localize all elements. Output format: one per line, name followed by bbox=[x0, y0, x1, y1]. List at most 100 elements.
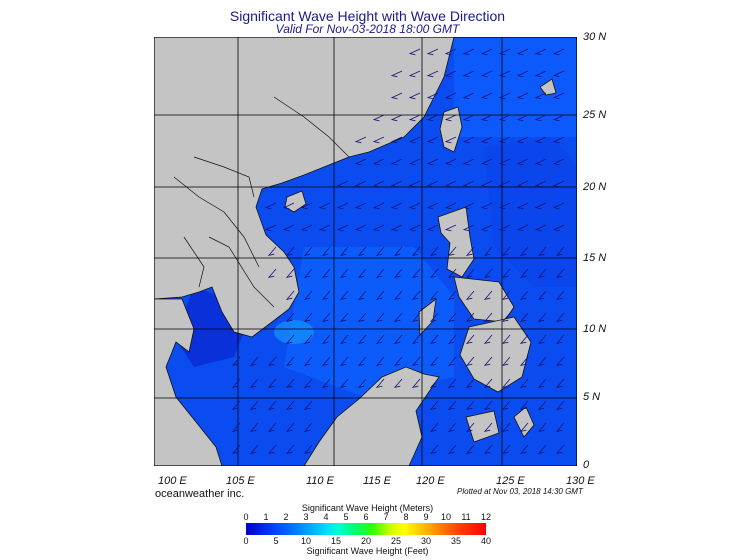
wave-arrow bbox=[354, 180, 367, 188]
plotted-timestamp: Plotted at Nov 03, 2018 14:30 GMT bbox=[457, 487, 583, 496]
wave-arrow bbox=[555, 334, 565, 345]
meters-tick: 8 bbox=[403, 512, 409, 522]
wave-arrow bbox=[285, 334, 295, 345]
wave-arrow bbox=[231, 422, 241, 433]
wave-arrow bbox=[483, 356, 493, 367]
wave-arrow bbox=[537, 422, 547, 433]
lat-label-15n: 15 N bbox=[583, 252, 607, 264]
graticule bbox=[154, 37, 577, 466]
meters-tick: 7 bbox=[383, 512, 389, 522]
lat-label-10n: 10 N bbox=[583, 323, 607, 335]
wave-arrow bbox=[444, 70, 457, 78]
wave-arrow bbox=[336, 224, 349, 232]
wave-arrow bbox=[429, 246, 439, 257]
wave-arrow bbox=[408, 158, 421, 166]
wave-arrow bbox=[462, 70, 475, 78]
wave-arrow bbox=[357, 290, 367, 301]
land-asia-mainland bbox=[154, 37, 455, 338]
wave-arrow bbox=[267, 444, 277, 455]
wave-arrow bbox=[465, 356, 475, 367]
lon-label-110e: 110 E bbox=[306, 475, 334, 487]
feet-tick: 30 bbox=[420, 536, 432, 546]
wave-arrow bbox=[426, 136, 439, 144]
wave-arrow bbox=[480, 224, 493, 232]
wave-arrow bbox=[516, 92, 529, 100]
wave-arrow bbox=[465, 422, 475, 433]
meters-tick: 0 bbox=[243, 512, 249, 522]
lon-label-115e: 115 E bbox=[363, 475, 391, 487]
wave-arrow bbox=[264, 224, 277, 232]
wave-arrow bbox=[285, 444, 295, 455]
wave-direction-arrows bbox=[231, 48, 565, 455]
wave-arrow bbox=[444, 180, 457, 188]
wave-arrow bbox=[249, 400, 259, 411]
wave-arrow bbox=[249, 378, 259, 389]
lon-label-100e: 100 E bbox=[158, 475, 187, 487]
wave-arrow bbox=[282, 224, 295, 232]
wave-arrow bbox=[429, 444, 439, 455]
wave-arrow bbox=[444, 92, 457, 100]
wave-arrow bbox=[303, 356, 313, 367]
wave-arrow bbox=[321, 356, 331, 367]
wave-arrow bbox=[483, 334, 493, 345]
wave-arrow bbox=[336, 202, 349, 210]
wave-arrow bbox=[321, 378, 331, 389]
wave-arrow bbox=[303, 246, 313, 257]
wave-arrow bbox=[498, 114, 511, 122]
wave-arrow bbox=[339, 356, 349, 367]
wave-height-map bbox=[154, 37, 577, 466]
wave-arrow bbox=[357, 334, 367, 345]
wave-arrow bbox=[534, 202, 547, 210]
wave-arrow bbox=[267, 268, 277, 279]
wave-arrow bbox=[534, 48, 547, 56]
wave-arrow bbox=[231, 400, 241, 411]
meters-tick: 4 bbox=[323, 512, 329, 522]
wave-arrow bbox=[519, 334, 529, 345]
wave-arrow bbox=[408, 114, 421, 122]
wave-arrow bbox=[285, 312, 295, 323]
wave-arrow bbox=[339, 290, 349, 301]
wave-arrow bbox=[483, 312, 493, 323]
wave-arrow bbox=[426, 180, 439, 188]
feet-tick: 10 bbox=[300, 536, 312, 546]
wave-arrow bbox=[465, 268, 475, 279]
wave-arrow bbox=[429, 334, 439, 345]
wave-arrow bbox=[375, 290, 385, 301]
wave-arrow bbox=[462, 92, 475, 100]
wave-arrow bbox=[483, 268, 493, 279]
meters-tick: 5 bbox=[343, 512, 349, 522]
wave-arrow bbox=[354, 224, 367, 232]
wave-arrow bbox=[483, 444, 493, 455]
sea-central-region bbox=[284, 247, 454, 397]
wave-arrow bbox=[552, 224, 565, 232]
wave-arrow bbox=[357, 268, 367, 279]
wave-arrow bbox=[393, 268, 403, 279]
wave-arrow bbox=[462, 114, 475, 122]
wave-arrow bbox=[483, 400, 493, 411]
wave-arrow bbox=[498, 224, 511, 232]
wave-arrow bbox=[285, 400, 295, 411]
wave-arrow bbox=[408, 136, 421, 144]
wave-arrow bbox=[516, 70, 529, 78]
land-luzon bbox=[437, 206, 475, 278]
wave-arrow bbox=[285, 422, 295, 433]
wave-arrow bbox=[447, 400, 457, 411]
wave-arrow bbox=[447, 334, 457, 345]
wave-arrow bbox=[555, 268, 565, 279]
meters-tick: 10 bbox=[440, 512, 452, 522]
wave-arrow bbox=[534, 180, 547, 188]
wave-arrow bbox=[519, 356, 529, 367]
wave-arrow bbox=[480, 114, 493, 122]
wave-arrow bbox=[555, 444, 565, 455]
wave-arrow bbox=[483, 378, 493, 389]
land-sulawesi bbox=[465, 410, 500, 443]
wave-arrow bbox=[408, 224, 421, 232]
feet-tick: 20 bbox=[360, 536, 372, 546]
colorbar bbox=[246, 523, 486, 535]
wave-arrow bbox=[393, 356, 403, 367]
wave-arrow bbox=[372, 114, 385, 122]
wave-arrow bbox=[249, 422, 259, 433]
wave-arrow bbox=[285, 356, 295, 367]
wave-arrow bbox=[465, 290, 475, 301]
land-borneo bbox=[303, 366, 440, 466]
